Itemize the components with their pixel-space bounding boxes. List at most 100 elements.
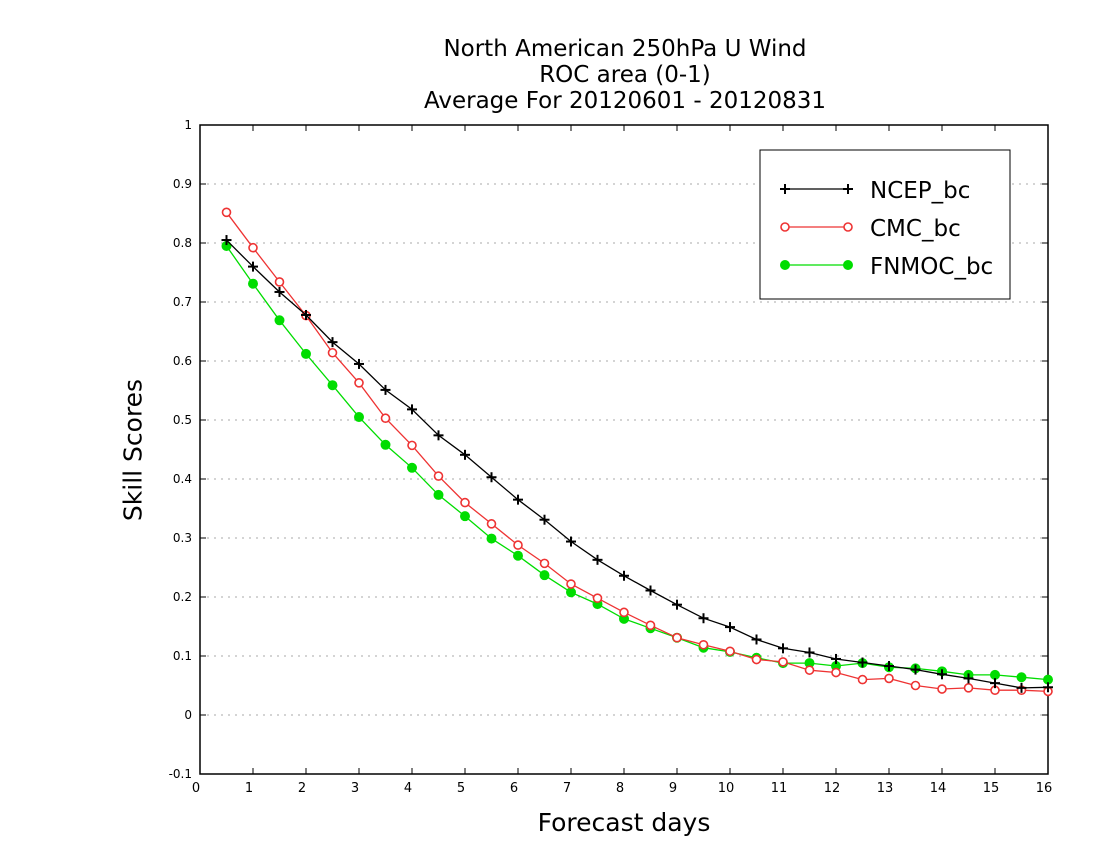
data-point-NCEP_bc — [1043, 682, 1053, 693]
data-point-CMC_bc — [221, 207, 232, 218]
tick-layer: -0.100.10.20.30.40.50.60.70.80.910 1 2 3 4 5 6… — [169, 118, 1053, 796]
y-axis-label: Skill Scores — [118, 378, 148, 522]
data-point-NCEP_bc — [672, 599, 682, 610]
y-tick-label: 0.1 — [173, 649, 192, 663]
x-tick-label: 15 — [983, 781, 1000, 796]
data-point-NCEP_bc — [963, 673, 974, 684]
data-point-NCEP_bc — [751, 634, 762, 645]
data-point-CMC_bc — [937, 684, 947, 694]
data-point-NCEP_bc — [937, 669, 947, 680]
data-point-CMC_bc — [963, 683, 974, 693]
data-point-NCEP_bc — [380, 384, 391, 395]
data-point-NCEP_bc — [645, 585, 656, 596]
data-point-CMC_bc — [645, 620, 656, 631]
data-point-FNMOC_bc — [460, 511, 470, 522]
data-point-CMC_bc — [619, 607, 629, 618]
data-point-FNMOC_bc — [380, 439, 391, 450]
data-point-FNMOC_bc — [327, 380, 338, 391]
data-point-CMC_bc — [566, 579, 576, 589]
data-point-CMC_bc — [274, 277, 285, 287]
data-point-CMC_bc — [672, 632, 682, 643]
data-point-CMC_bc — [725, 646, 735, 657]
x-tick-label: 10 — [718, 781, 735, 796]
data-point-CMC_bc — [460, 497, 470, 508]
data-point-FNMOC_bc — [486, 533, 497, 544]
x-tick-label: 11 — [771, 781, 788, 796]
series-FNMOC_bc — [221, 240, 1053, 685]
data-point-CMC_bc — [592, 593, 603, 603]
data-point-NCEP_bc — [619, 570, 629, 581]
legend-marker — [780, 222, 790, 232]
data-point-NCEP_bc — [274, 286, 285, 297]
data-point-CMC_bc — [804, 665, 815, 675]
x-tick-label: 2 — [298, 781, 306, 796]
series-CMC_bc — [221, 207, 1053, 697]
data-point-NCEP_bc — [248, 261, 258, 272]
x-tick-label: 9 — [669, 781, 677, 796]
chart-subtitle-period: Average For 20120601 - 20120831 — [423, 88, 827, 114]
data-point-CMC_bc — [698, 639, 709, 650]
data-point-CMC_bc — [248, 242, 258, 253]
data-point-NCEP_bc — [354, 358, 364, 369]
x-tick-label: 5 — [457, 781, 465, 796]
x-tick-label: 12 — [824, 781, 841, 796]
x-tick-label: 8 — [616, 781, 624, 796]
data-point-FNMOC_bc — [407, 462, 417, 473]
y-tick-label: 0.3 — [173, 531, 192, 545]
data-point-FNMOC_bc — [248, 278, 258, 289]
data-point-NCEP_bc — [804, 647, 815, 658]
data-point-CMC_bc — [354, 378, 364, 388]
x-tick-label: 7 — [563, 781, 571, 796]
data-point-CMC_bc — [380, 413, 391, 424]
y-tick-label: 0.9 — [173, 177, 192, 191]
data-point-FNMOC_bc — [566, 587, 576, 598]
data-point-CMC_bc — [778, 657, 788, 667]
data-point-FNMOC_bc — [274, 315, 285, 326]
data-point-FNMOC_bc — [433, 489, 444, 500]
data-point-FNMOC_bc — [513, 550, 523, 561]
data-point-NCEP_bc — [910, 664, 921, 675]
data-point-FNMOC_bc — [354, 412, 364, 423]
series-line-NCEP_bc — [226, 239, 1049, 689]
legend-label: NCEP_bc — [870, 178, 970, 204]
y-tick-label: 0.6 — [173, 354, 192, 368]
legend-marker — [843, 222, 853, 232]
data-point-CMC_bc — [910, 680, 921, 691]
data-point-FNMOC_bc — [990, 669, 1000, 680]
series-NCEP_bc — [221, 235, 1053, 693]
x-tick-label: 0 — [192, 781, 200, 796]
data-point-CMC_bc — [407, 440, 417, 451]
data-point-CMC_bc — [513, 540, 523, 550]
legend-item-NCEP_bc: NCEP_bc — [780, 178, 970, 204]
y-tick-label: 0.4 — [173, 472, 192, 486]
data-point-NCEP_bc — [698, 613, 709, 624]
data-point-FNMOC_bc — [1016, 672, 1027, 683]
y-tick-label: 0.8 — [173, 236, 192, 250]
legend-marker — [780, 184, 790, 194]
legend-box — [759, 149, 1011, 300]
data-point-NCEP_bc — [990, 678, 1000, 689]
y-tick-label: 0.5 — [173, 413, 192, 427]
legend-marker — [843, 184, 853, 194]
legend-marker — [780, 260, 790, 270]
data-point-NCEP_bc — [592, 554, 603, 565]
y-tick-label: 0.2 — [173, 590, 192, 604]
data-point-NCEP_bc — [566, 536, 576, 547]
data-point-NCEP_bc — [460, 449, 470, 460]
series-layer — [221, 207, 1053, 697]
legend: NCEP_bc CMC_bc FNMOC_bc — [759, 149, 1011, 300]
series-line-FNMOC_bc — [225, 245, 1049, 681]
data-point-CMC_bc — [327, 347, 338, 358]
legend-item-FNMOC_bc: FNMOC_bc — [780, 254, 993, 280]
data-point-NCEP_bc — [433, 430, 444, 441]
data-point-CMC_bc — [433, 471, 444, 481]
x-tick-label: 1 — [245, 781, 253, 796]
data-point-NCEP_bc — [327, 337, 338, 348]
x-tick-label: 13 — [877, 781, 894, 796]
x-tick-label: 3 — [351, 781, 359, 796]
y-tick-label: -0.1 — [169, 767, 192, 781]
x-tick-label: 4 — [404, 781, 412, 796]
x-tick-label: 14 — [930, 781, 947, 796]
